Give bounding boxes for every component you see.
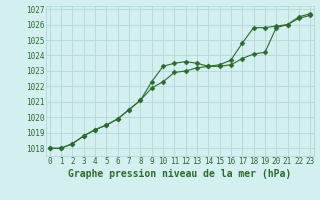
- X-axis label: Graphe pression niveau de la mer (hPa): Graphe pression niveau de la mer (hPa): [68, 169, 292, 179]
